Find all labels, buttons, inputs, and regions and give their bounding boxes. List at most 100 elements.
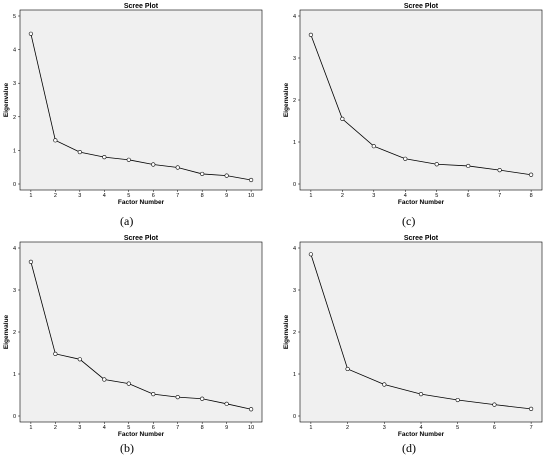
y-axis-label: Eigenvalue [283, 314, 290, 349]
data-point [200, 171, 205, 177]
scree-plot-a: Scree Plot Factor Number Eigenvalue 0 1 2 3 4 5 1… [3, 3, 263, 206]
data-point [151, 162, 156, 167]
y-tick-label: 0 [13, 414, 16, 420]
data-point [77, 357, 82, 362]
data-point [308, 252, 313, 257]
series-line [30, 33, 252, 181]
x-tick-label: 4 [103, 425, 106, 431]
data-point [434, 162, 439, 167]
y-tick-label: 3 [293, 56, 296, 62]
y-tick-label: 0 [13, 182, 16, 188]
y-axis-label: Eigenvalue [283, 82, 290, 117]
x-axis-label: Factor Number [118, 199, 165, 206]
x-tick-label: 6 [152, 193, 155, 199]
chart-title: Scree Plot [404, 235, 439, 242]
data-point [77, 149, 82, 155]
x-tick-label: 4 [103, 193, 106, 199]
x-tick-label: 10 [248, 193, 254, 199]
series-line [30, 261, 252, 410]
x-tick-label: 3 [383, 425, 386, 431]
chart-panel-a: Scree Plot Factor Number Eigenvalue 0 1 2 3 4 5 1… [0, 0, 270, 210]
x-tick-label: 4 [404, 193, 407, 199]
y-tick-label: 4 [293, 246, 296, 252]
x-tick-label: 7 [498, 193, 501, 199]
plot-area [299, 241, 543, 423]
data-point [249, 177, 254, 183]
x-tick-label: 2 [341, 193, 344, 199]
x-tick-label: 1 [29, 425, 32, 431]
y-tick-label: 1 [13, 148, 16, 154]
data-point [224, 173, 229, 178]
chart-title: Scree Plot [124, 235, 159, 242]
data-point [340, 116, 345, 121]
x-tick-label: 2 [54, 425, 57, 431]
data-point [455, 397, 460, 403]
x-tick-label: 2 [54, 193, 57, 199]
scree-plot-d: Scree Plot Factor Number Eigenvalue 0 1 2 3 4 1 2… [283, 235, 543, 438]
x-tick-label: 5 [127, 193, 130, 199]
y-tick-label: 1 [293, 372, 296, 378]
x-tick-label: 8 [201, 425, 204, 431]
caption-d: (d) [402, 441, 416, 455]
plot-area [19, 9, 263, 191]
x-tick-label: 6 [467, 193, 470, 199]
y-tick-label: 3 [13, 288, 16, 294]
data-point [175, 165, 180, 170]
x-tick-label: 7 [530, 425, 533, 431]
y-tick-label: 2 [293, 330, 296, 336]
data-point [249, 407, 254, 412]
x-tick-label: 10 [248, 425, 254, 431]
data-point [492, 402, 497, 407]
chart-panel-d: Scree Plot Factor Number Eigenvalue 0 1 2 3 4 1 2… [280, 232, 550, 442]
data-point [497, 168, 502, 173]
data-point [418, 392, 424, 397]
x-tick-label: 6 [152, 425, 155, 431]
x-tick-label: 5 [456, 425, 459, 431]
y-tick-label: 2 [13, 330, 16, 336]
data-point [28, 259, 33, 264]
data-point [200, 396, 205, 401]
x-tick-label: 5 [127, 425, 130, 431]
y-tick-label: 1 [293, 140, 296, 146]
x-axis-label: Factor Number [118, 431, 165, 438]
x-tick-label: 4 [419, 425, 422, 431]
y-tick-label: 5 [13, 14, 16, 20]
data-point [102, 377, 107, 382]
x-tick-label: 7 [176, 193, 179, 199]
scree-plot-c: Scree Plot Factor Number Eigenvalue 0 1 2 3 4 1 2… [283, 3, 543, 206]
series-line [310, 34, 532, 176]
data-point [529, 406, 534, 411]
data-point [345, 366, 350, 372]
data-point [224, 401, 229, 406]
x-tick-label: 9 [225, 425, 228, 431]
data-point [126, 381, 131, 386]
y-axis-label: Eigenvalue [3, 314, 10, 349]
x-tick-label: 9 [225, 193, 228, 199]
data-point [53, 351, 58, 356]
x-tick-label: 5 [435, 193, 438, 199]
y-tick-label: 3 [13, 81, 16, 87]
data-point [466, 163, 471, 169]
data-point [382, 382, 387, 387]
data-point [371, 144, 376, 149]
chart-panel-b: Scree Plot Factor Number Eigenvalue 0 1 2 3 4 1 2… [0, 232, 270, 442]
y-tick-label: 2 [293, 98, 296, 104]
y-tick-label: 0 [293, 182, 296, 188]
x-tick-label: 1 [29, 193, 32, 199]
y-tick-label: 3 [293, 288, 296, 294]
y-tick-label: 1 [13, 372, 16, 378]
y-tick-label: 4 [293, 14, 296, 20]
caption-a: (a) [120, 214, 134, 228]
x-tick-label: 3 [78, 425, 81, 431]
data-point [175, 395, 180, 400]
data-point [102, 155, 107, 160]
plot-area [299, 9, 543, 191]
y-tick-label: 2 [13, 115, 16, 121]
x-tick-label: 7 [176, 425, 179, 431]
data-point [308, 32, 313, 38]
x-tick-label: 2 [346, 425, 349, 431]
data-point [53, 138, 58, 143]
chart-panel-c: Scree Plot Factor Number Eigenvalue 0 1 2 3 4 1 2… [280, 0, 550, 210]
caption-b: (b) [120, 441, 134, 455]
data-point [28, 31, 33, 36]
